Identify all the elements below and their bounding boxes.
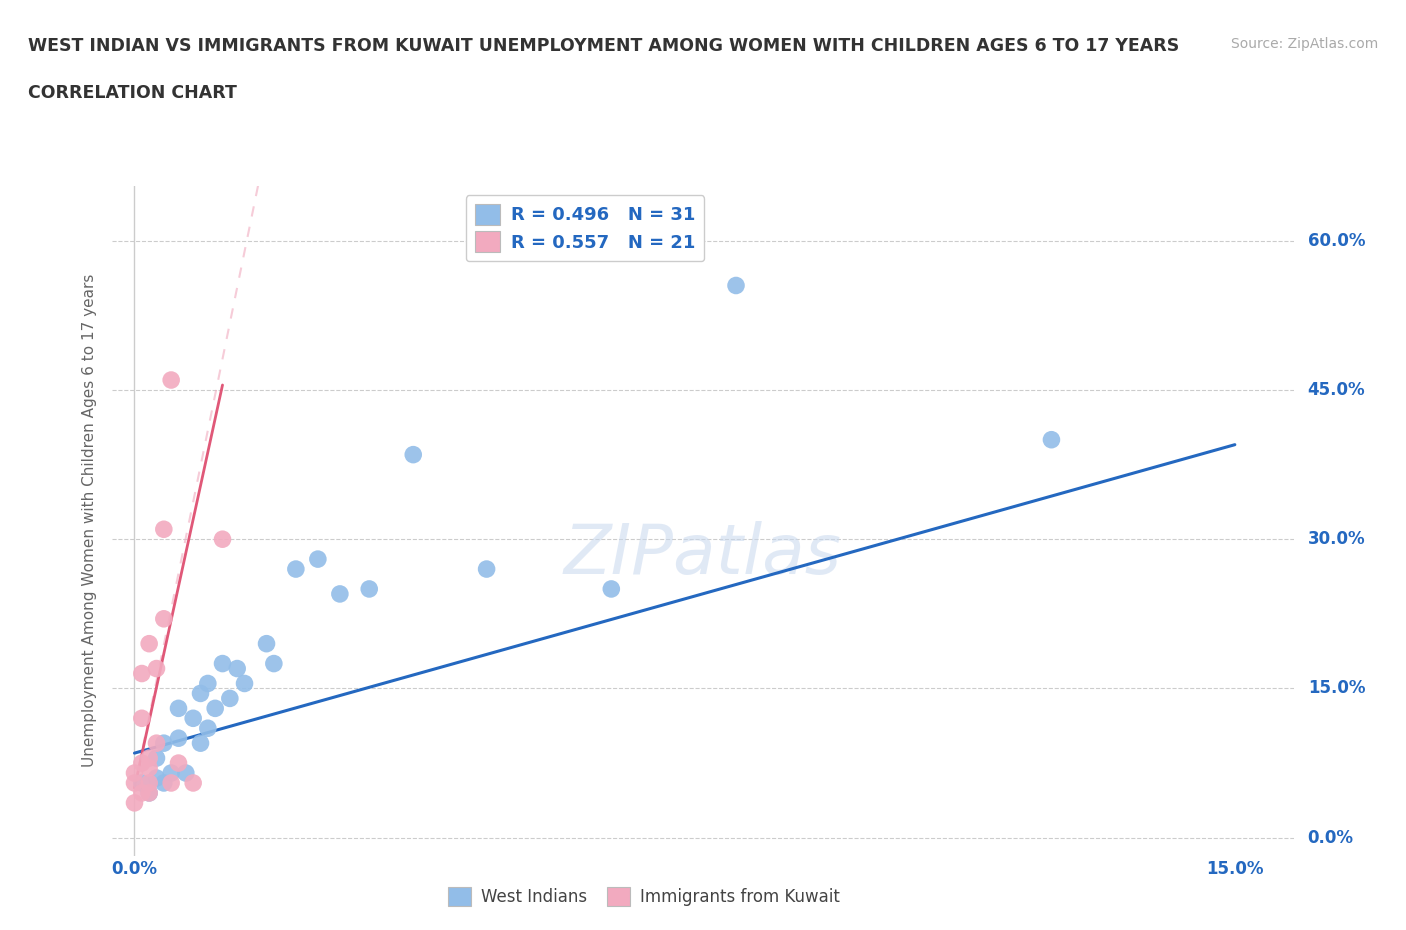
Point xyxy=(138,636,160,651)
Point xyxy=(359,581,381,596)
Text: ZIPatlas: ZIPatlas xyxy=(564,521,842,588)
Point xyxy=(138,786,160,801)
Point xyxy=(145,771,167,786)
Text: WEST INDIAN VS IMMIGRANTS FROM KUWAIT UNEMPLOYMENT AMONG WOMEN WITH CHILDREN AGE: WEST INDIAN VS IMMIGRANTS FROM KUWAIT UN… xyxy=(28,37,1180,55)
Point xyxy=(124,765,146,780)
Point xyxy=(600,581,623,596)
Point xyxy=(131,666,153,681)
Point xyxy=(181,776,204,790)
Point xyxy=(124,776,146,790)
Text: Source: ZipAtlas.com: Source: ZipAtlas.com xyxy=(1230,37,1378,51)
Point xyxy=(145,661,167,676)
Point xyxy=(160,776,183,790)
Point xyxy=(218,691,240,706)
Point xyxy=(256,636,278,651)
Point xyxy=(233,676,256,691)
Text: 60.0%: 60.0% xyxy=(1308,232,1365,250)
Point xyxy=(181,711,204,725)
Point xyxy=(138,786,160,801)
Point xyxy=(211,657,233,671)
Point xyxy=(475,562,498,577)
Point xyxy=(190,736,212,751)
Point xyxy=(124,795,146,810)
Legend: West Indians, Immigrants from Kuwait: West Indians, Immigrants from Kuwait xyxy=(439,878,849,914)
Point xyxy=(153,611,176,626)
Point xyxy=(138,751,160,765)
Text: 30.0%: 30.0% xyxy=(1308,530,1365,548)
Text: CORRELATION CHART: CORRELATION CHART xyxy=(28,84,238,101)
Point xyxy=(131,786,153,801)
Point xyxy=(153,776,176,790)
Point xyxy=(226,661,249,676)
Point xyxy=(402,447,425,462)
Point xyxy=(160,765,183,780)
Point xyxy=(153,522,176,537)
Point xyxy=(131,776,153,790)
Point xyxy=(307,551,329,566)
Point xyxy=(263,657,285,671)
Point xyxy=(724,278,747,293)
Point xyxy=(197,676,219,691)
Point xyxy=(167,756,190,771)
Point xyxy=(174,765,197,780)
Point xyxy=(204,701,226,716)
Point xyxy=(131,756,153,771)
Point xyxy=(138,776,160,790)
Point xyxy=(145,736,167,751)
Point xyxy=(131,711,153,725)
Point xyxy=(167,701,190,716)
Point xyxy=(167,731,190,746)
Point xyxy=(145,751,167,765)
Point xyxy=(138,761,160,776)
Point xyxy=(1040,432,1063,447)
Point xyxy=(160,373,183,388)
Point xyxy=(197,721,219,736)
Text: 45.0%: 45.0% xyxy=(1308,381,1365,399)
Point xyxy=(329,587,352,602)
Text: 15.0%: 15.0% xyxy=(1308,680,1365,698)
Point xyxy=(284,562,307,577)
Text: 0.0%: 0.0% xyxy=(1308,829,1354,846)
Point xyxy=(153,736,176,751)
Point xyxy=(211,532,233,547)
Y-axis label: Unemployment Among Women with Children Ages 6 to 17 years: Unemployment Among Women with Children A… xyxy=(82,274,97,767)
Point xyxy=(190,686,212,701)
